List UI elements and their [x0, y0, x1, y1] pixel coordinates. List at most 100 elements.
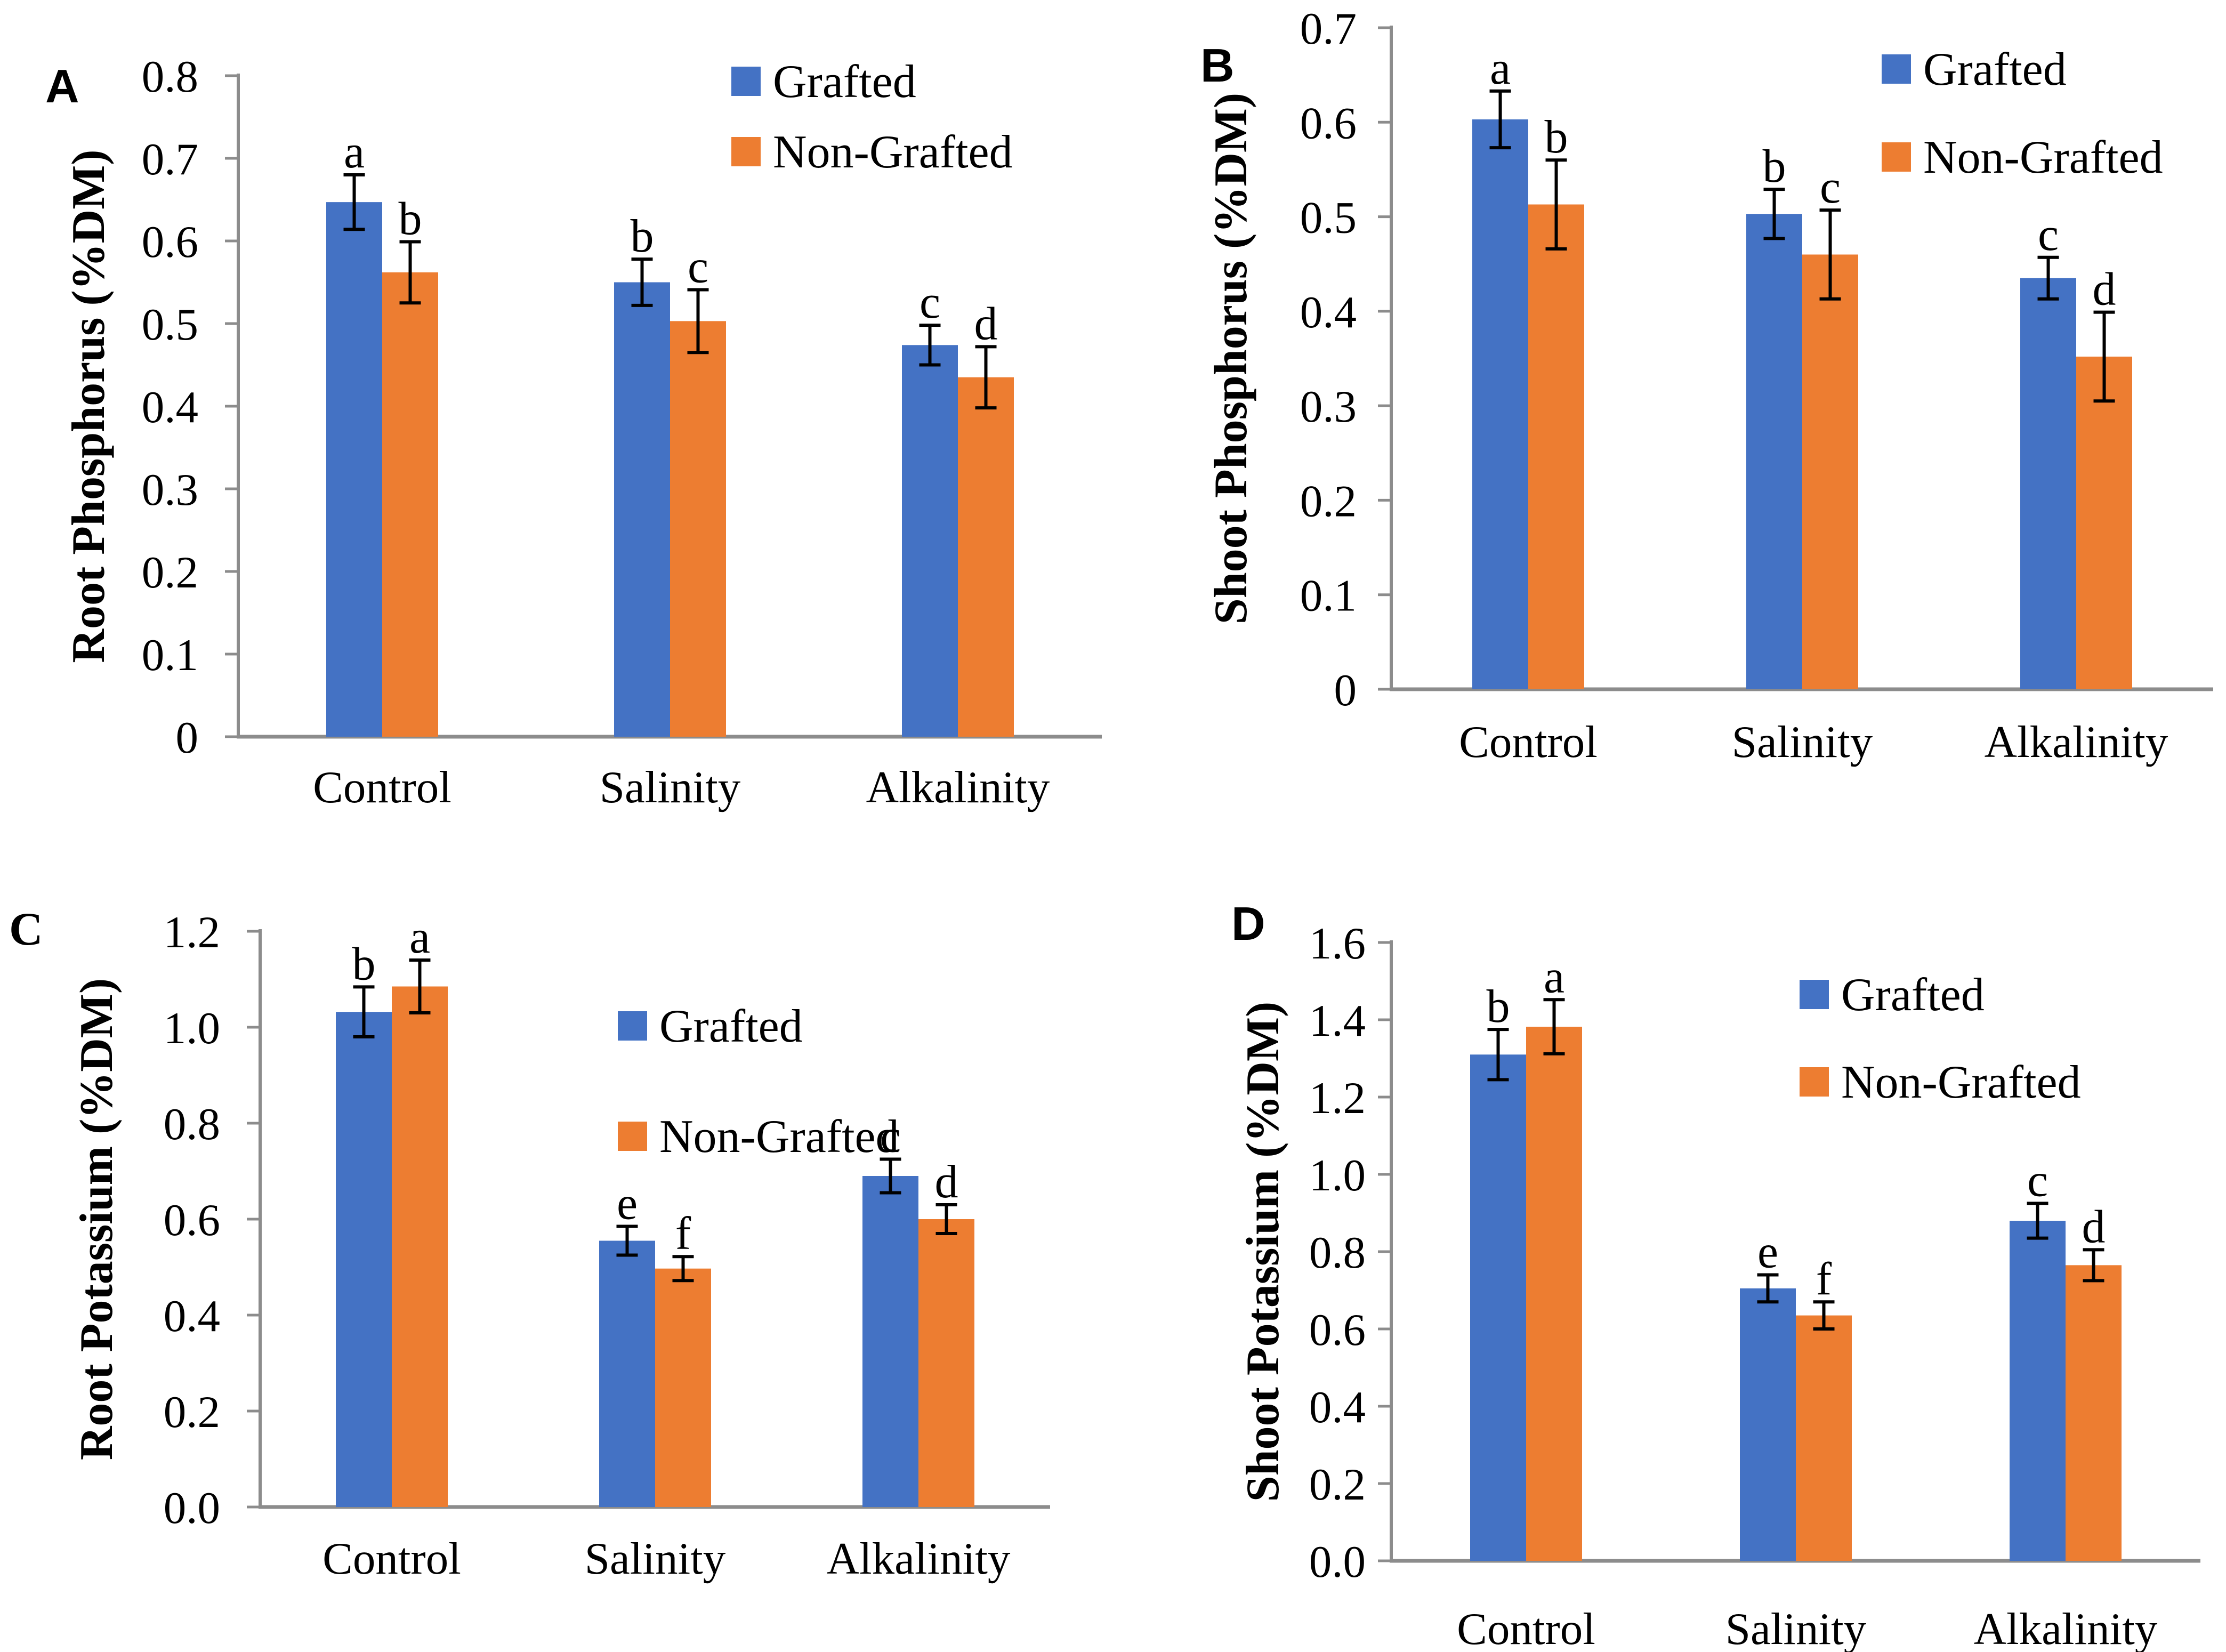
sig-letter: c	[2027, 1155, 2048, 1206]
legend-swatch-grafted	[1800, 980, 1829, 1009]
y-tick-label: 0.5	[142, 300, 198, 350]
legend-label: Non-Grafted	[773, 126, 1013, 178]
panel-B-shoot-phosphorus: 0.7 0.6 0.5 0.4 0.3 0.2 0.1 0 Shoot Phosphorus (…	[1113, 0, 2226, 826]
legend-label: Grafted	[1841, 969, 1985, 1021]
panel-D-shoot-potassium: 1.6 1.4 1.2 1.0 0.8 0.6 0.4 0.2 0.0 Shoot Potassi…	[1113, 826, 2226, 1652]
panel-A-chart: 0.8 0.7 0.6 0.5 0.4 0.3 0.2 0.1 0 Root Phosphorus…	[45, 52, 1102, 812]
y-axis-title: Root Potassium (%DM)	[71, 978, 123, 1460]
sig-letter: c	[2038, 209, 2059, 261]
legend-swatch-non-grafted	[618, 1122, 647, 1151]
sig-letter: e	[1757, 1227, 1778, 1278]
x-category-label: Salinity	[1725, 1604, 1867, 1652]
x-category-label: Alkalinity	[1974, 1604, 2158, 1652]
sig-letter: b	[399, 194, 422, 245]
sig-letter: a	[1544, 951, 1564, 1003]
y-tick-label: 1.2	[164, 907, 220, 957]
bar-grafted-alkalinity	[2020, 278, 2076, 689]
sig-letter: d	[2093, 264, 2116, 316]
panel-B-chart: 0.7 0.6 0.5 0.4 0.3 0.2 0.1 0 Shoot Phosphorus (…	[1200, 4, 2213, 767]
y-tick-label: 0.0	[164, 1483, 220, 1533]
sig-letter: b	[1545, 111, 1568, 163]
sig-letter: c	[880, 1111, 901, 1163]
bar-non-grafted-alkalinity	[2076, 356, 2132, 689]
y-tick-label: 1.2	[1309, 1073, 1366, 1123]
bar-non-grafted-alkalinity	[958, 377, 1014, 737]
bar-grafted-salinity	[1746, 214, 1802, 689]
legend-swatch-non-grafted	[731, 137, 761, 166]
sig-letter: c	[688, 241, 708, 293]
y-tick-label: 0.1	[142, 630, 198, 680]
y-tick-label: 0.5	[1300, 193, 1357, 243]
bar-grafted-control	[1470, 1054, 1526, 1561]
bar-grafted-control	[336, 1012, 392, 1507]
bar-non-grafted-alkalinity	[918, 1219, 974, 1507]
legend-label: Grafted	[659, 1001, 803, 1052]
y-tick-label: 1.0	[164, 1003, 220, 1053]
bar-non-grafted-salinity	[1802, 254, 1858, 689]
y-tick-label: 0.3	[142, 465, 198, 515]
y-tick-label: 0.7	[142, 134, 198, 184]
x-category-label: Control	[322, 1534, 461, 1584]
legend-label: Non-Grafted	[659, 1111, 899, 1163]
sig-letter: b	[631, 211, 654, 262]
legend-label: Grafted	[773, 56, 916, 108]
sig-letter: c	[920, 277, 940, 328]
legend-swatch-grafted	[618, 1011, 647, 1041]
y-tick-label: 0.8	[142, 52, 198, 102]
y-tick-label: 0.4	[1300, 287, 1357, 337]
y-tick-label: 0.4	[142, 382, 198, 432]
panel-letter: D	[1231, 897, 1265, 950]
legend-label: Grafted	[1923, 44, 2067, 95]
sig-letter: b	[1487, 981, 1510, 1033]
sig-letter: f	[1816, 1253, 1832, 1305]
x-category-label: Salinity	[1732, 717, 1873, 767]
x-category-label: Control	[1457, 1604, 1595, 1652]
bar-grafted-alkalinity	[2010, 1221, 2066, 1561]
legend-label: Non-Grafted	[1923, 132, 2163, 183]
panel-C-chart: 1.2 1.0 0.8 0.6 0.4 0.2 0.0 Root Potassium (%DM…	[9, 904, 1050, 1584]
x-category-label: Control	[313, 762, 451, 812]
sig-letter: d	[2082, 1201, 2106, 1253]
legend-swatch-non-grafted	[1882, 142, 1911, 172]
x-category-label: Alkalinity	[1985, 717, 2168, 767]
y-tick-label: 0.8	[1309, 1228, 1366, 1278]
bar-grafted-alkalinity	[902, 345, 958, 737]
y-axis-title: Shoot Potassium (%DM)	[1237, 1002, 1289, 1502]
legend-swatch-non-grafted	[1800, 1067, 1829, 1097]
sig-letter: b	[352, 938, 376, 990]
bar-grafted-control	[1472, 119, 1528, 689]
y-tick-label: 0.7	[1300, 4, 1357, 54]
bar-grafted-salinity	[1740, 1288, 1796, 1561]
y-tick-label: 0.6	[142, 217, 198, 267]
y-tick-label: 1.6	[1309, 918, 1366, 969]
bar-grafted-control	[326, 202, 382, 737]
sig-letter: d	[974, 298, 998, 350]
sig-letter: a	[344, 126, 365, 178]
x-category-label: Salinity	[585, 1534, 726, 1584]
panel-letter: B	[1200, 39, 1235, 92]
y-tick-label: 1.4	[1309, 996, 1366, 1046]
y-tick-label: 0	[176, 713, 199, 763]
bar-non-grafted-control	[1528, 204, 1584, 689]
y-tick-label: 0.4	[164, 1291, 220, 1341]
bar-non-grafted-alkalinity	[2066, 1265, 2122, 1561]
y-tick-label: 0.4	[1309, 1382, 1366, 1432]
bar-grafted-salinity	[614, 282, 670, 737]
sig-letter: d	[935, 1156, 958, 1208]
bar-non-grafted-control	[392, 986, 448, 1507]
y-tick-label: 0	[1334, 665, 1357, 715]
y-tick-label: 0.1	[1300, 571, 1357, 621]
y-tick-label: 0.6	[1300, 98, 1357, 148]
x-category-label: Salinity	[600, 762, 741, 812]
bar-non-grafted-salinity	[655, 1268, 711, 1507]
legend-swatch-grafted	[731, 67, 761, 96]
bar-grafted-salinity	[599, 1240, 655, 1507]
panel-letter: A	[45, 60, 79, 112]
y-tick-label: 0.2	[1300, 476, 1357, 526]
panel-D-chart: 1.6 1.4 1.2 1.0 0.8 0.6 0.4 0.2 0.0 Shoot Potassi…	[1231, 897, 2200, 1652]
legend-swatch-grafted	[1882, 54, 1911, 84]
bar-grafted-alkalinity	[862, 1176, 918, 1507]
sig-letter: a	[1490, 43, 1511, 94]
panel-letter: C	[9, 904, 43, 955]
y-tick-label: 0.8	[164, 1099, 220, 1149]
